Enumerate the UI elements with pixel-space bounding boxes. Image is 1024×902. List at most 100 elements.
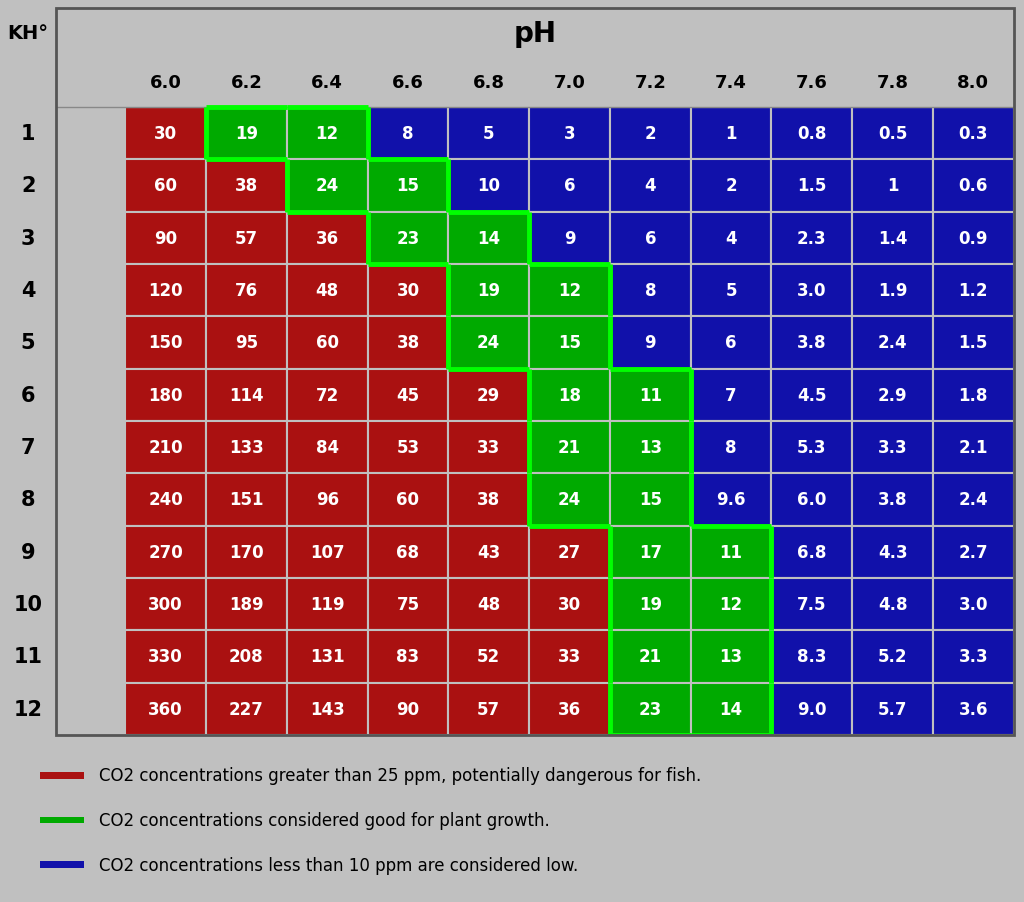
Text: 3.6: 3.6 bbox=[958, 700, 988, 718]
Bar bbox=[449, 683, 529, 735]
Text: 3.0: 3.0 bbox=[797, 281, 826, 299]
Text: 6.0: 6.0 bbox=[797, 491, 826, 509]
Text: 3.0: 3.0 bbox=[958, 595, 988, 613]
Bar bbox=[206, 474, 287, 526]
Bar bbox=[287, 369, 368, 421]
Bar bbox=[690, 421, 771, 474]
Bar bbox=[610, 212, 690, 264]
Text: 5.7: 5.7 bbox=[878, 700, 907, 718]
Bar bbox=[206, 160, 287, 212]
Bar bbox=[287, 526, 368, 578]
Bar bbox=[690, 526, 771, 578]
Bar bbox=[771, 474, 852, 526]
Text: 4.3: 4.3 bbox=[878, 543, 907, 561]
Bar bbox=[206, 526, 287, 578]
Text: 0.6: 0.6 bbox=[958, 177, 988, 195]
Text: 10: 10 bbox=[477, 177, 501, 195]
Text: 6.8: 6.8 bbox=[797, 543, 826, 561]
Text: 1: 1 bbox=[725, 124, 737, 143]
Text: 3.3: 3.3 bbox=[878, 438, 907, 456]
Text: 2: 2 bbox=[725, 177, 737, 195]
Text: 21: 21 bbox=[558, 438, 581, 456]
Text: 8: 8 bbox=[725, 438, 737, 456]
Text: 7.5: 7.5 bbox=[797, 595, 826, 613]
Text: 60: 60 bbox=[155, 177, 177, 195]
Text: 14: 14 bbox=[720, 700, 742, 718]
Text: 8.3: 8.3 bbox=[797, 648, 826, 666]
Bar bbox=[529, 317, 610, 369]
Bar bbox=[771, 578, 852, 630]
Bar bbox=[852, 526, 933, 578]
Text: 4: 4 bbox=[644, 177, 656, 195]
Text: 270: 270 bbox=[148, 543, 183, 561]
Text: 8: 8 bbox=[644, 281, 656, 299]
Text: 24: 24 bbox=[558, 491, 582, 509]
Text: 15: 15 bbox=[639, 491, 662, 509]
Bar bbox=[529, 474, 610, 526]
Text: 6: 6 bbox=[564, 177, 575, 195]
Text: 24: 24 bbox=[315, 177, 339, 195]
Text: 23: 23 bbox=[396, 229, 420, 247]
Bar bbox=[206, 578, 287, 630]
Bar bbox=[690, 212, 771, 264]
Bar bbox=[449, 630, 529, 683]
Text: 2.7: 2.7 bbox=[958, 543, 988, 561]
Bar bbox=[368, 369, 449, 421]
Text: 6: 6 bbox=[20, 385, 36, 405]
Text: 0.8: 0.8 bbox=[797, 124, 826, 143]
Bar bbox=[125, 683, 206, 735]
Bar bbox=[449, 526, 529, 578]
Bar bbox=[449, 212, 529, 264]
Bar bbox=[933, 683, 1014, 735]
Text: 15: 15 bbox=[558, 334, 581, 352]
Text: 24: 24 bbox=[477, 334, 501, 352]
Bar bbox=[529, 526, 610, 578]
Text: 21: 21 bbox=[639, 648, 662, 666]
Bar bbox=[610, 369, 690, 421]
Bar bbox=[933, 107, 1014, 160]
Text: 6: 6 bbox=[725, 334, 737, 352]
Bar bbox=[287, 474, 368, 526]
Text: 43: 43 bbox=[477, 543, 501, 561]
Text: 2.4: 2.4 bbox=[878, 334, 907, 352]
Bar bbox=[206, 421, 287, 474]
Text: 4: 4 bbox=[20, 281, 36, 300]
Text: 2.4: 2.4 bbox=[958, 491, 988, 509]
Bar bbox=[206, 212, 287, 264]
Text: 107: 107 bbox=[310, 543, 344, 561]
Text: 95: 95 bbox=[234, 334, 258, 352]
Text: 53: 53 bbox=[396, 438, 420, 456]
Text: 9.6: 9.6 bbox=[717, 491, 745, 509]
Bar bbox=[287, 160, 368, 212]
Bar bbox=[368, 421, 449, 474]
Text: 1: 1 bbox=[20, 124, 36, 144]
Text: 12: 12 bbox=[315, 124, 339, 143]
Text: 30: 30 bbox=[154, 124, 177, 143]
Text: 150: 150 bbox=[148, 334, 183, 352]
Bar bbox=[852, 369, 933, 421]
Text: 6.8: 6.8 bbox=[473, 74, 505, 92]
Text: 83: 83 bbox=[396, 648, 420, 666]
Bar bbox=[125, 578, 206, 630]
Text: 300: 300 bbox=[148, 595, 183, 613]
Text: 3.8: 3.8 bbox=[797, 334, 826, 352]
Text: 3.3: 3.3 bbox=[958, 648, 988, 666]
Text: 96: 96 bbox=[315, 491, 339, 509]
Bar bbox=[449, 421, 529, 474]
Bar bbox=[771, 630, 852, 683]
Text: 12: 12 bbox=[13, 699, 43, 719]
Text: 8: 8 bbox=[402, 124, 414, 143]
Bar bbox=[852, 107, 933, 160]
Text: 0.5: 0.5 bbox=[878, 124, 907, 143]
Text: 360: 360 bbox=[148, 700, 183, 718]
Bar bbox=[771, 264, 852, 317]
Text: 12: 12 bbox=[720, 595, 742, 613]
Text: 2.3: 2.3 bbox=[797, 229, 826, 247]
Bar bbox=[690, 317, 771, 369]
Bar bbox=[852, 630, 933, 683]
Bar bbox=[690, 578, 771, 630]
Text: 48: 48 bbox=[477, 595, 501, 613]
Text: 9: 9 bbox=[563, 229, 575, 247]
Text: 6.2: 6.2 bbox=[230, 74, 262, 92]
Bar bbox=[449, 160, 529, 212]
